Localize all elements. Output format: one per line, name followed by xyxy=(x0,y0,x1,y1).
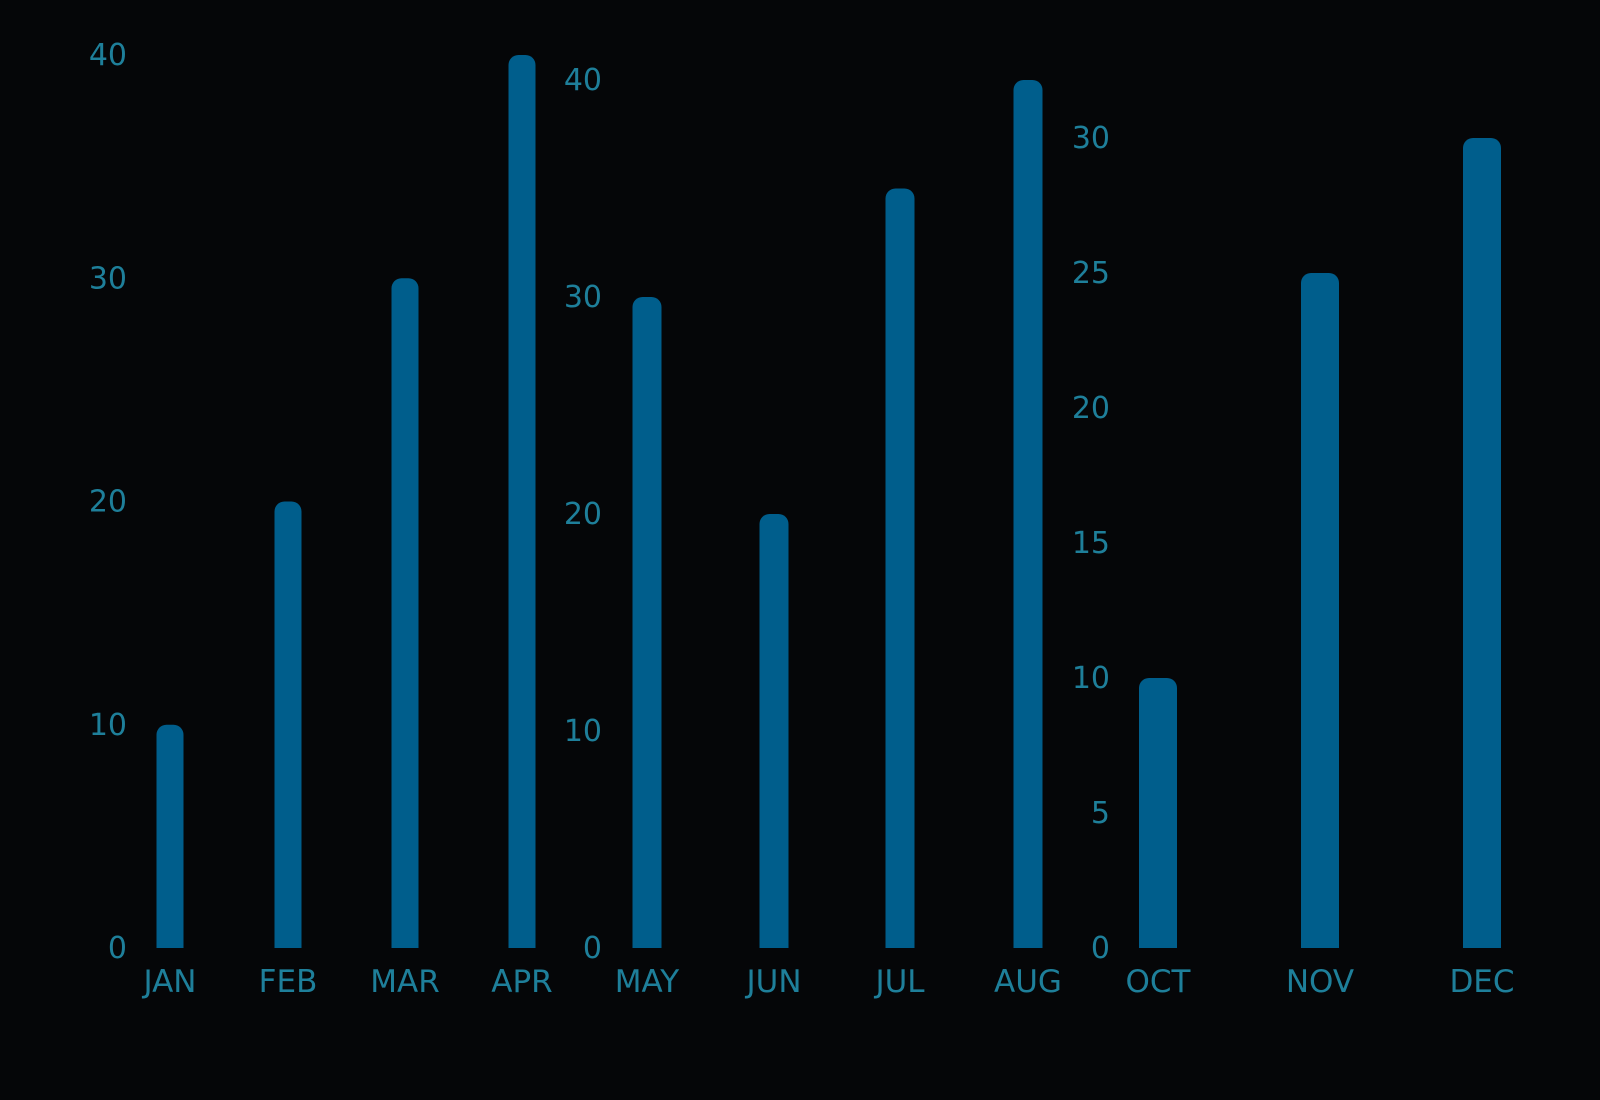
x-category-label: FEB xyxy=(259,964,318,1000)
x-category-label: JUL xyxy=(873,964,925,1000)
bar-oct[interactable] xyxy=(1139,678,1177,948)
y-tick-label: 20 xyxy=(89,485,127,520)
x-category-label: OCT xyxy=(1126,964,1192,1000)
x-category-label: MAR xyxy=(370,964,440,1000)
x-category-label: JAN xyxy=(142,964,197,1000)
bar-jun[interactable] xyxy=(759,514,789,948)
y-tick-label: 10 xyxy=(564,714,602,749)
bar-may[interactable] xyxy=(632,297,662,948)
y-tick-label: 40 xyxy=(89,38,127,73)
y-tick-label: 20 xyxy=(1072,391,1110,426)
bar-base-jun xyxy=(759,936,789,948)
bar-nov[interactable] xyxy=(1301,273,1339,948)
bar-jan[interactable] xyxy=(156,724,184,948)
y-tick-label: 0 xyxy=(108,931,127,966)
bar-mar[interactable] xyxy=(391,278,419,948)
y-tick-label: 30 xyxy=(1072,121,1110,156)
x-category-label: MAY xyxy=(615,964,680,1000)
bar-base-nov xyxy=(1301,936,1339,948)
y-tick-label: 40 xyxy=(564,63,602,98)
chart-panel-2: 0 10 20 30 40 MAY JUN JUL AUG xyxy=(564,63,1062,1000)
bar-base-dec xyxy=(1463,936,1501,948)
bar-base-oct xyxy=(1139,936,1177,948)
x-category-label: JUN xyxy=(744,964,801,1000)
x-category-label: NOV xyxy=(1286,964,1354,1000)
y-tick-label: 25 xyxy=(1072,256,1110,291)
bar-base-jul xyxy=(885,936,915,948)
chart-panel-3: 0 5 10 15 20 25 30 OCT NOV DEC xyxy=(1072,121,1515,1000)
bar-base-feb xyxy=(274,936,302,948)
y-tick-label: 5 xyxy=(1091,796,1110,831)
y-tick-label: 15 xyxy=(1072,526,1110,561)
bar-base-apr xyxy=(508,936,536,948)
y-tick-label: 10 xyxy=(89,708,127,743)
y-tick-label: 30 xyxy=(89,261,127,296)
x-category-label: AUG xyxy=(994,964,1062,1000)
bar-apr[interactable] xyxy=(508,55,536,948)
bar-jul[interactable] xyxy=(885,188,915,949)
y-tick-label: 0 xyxy=(583,931,602,966)
x-category-label: APR xyxy=(491,964,552,1000)
y-tick-label: 0 xyxy=(1091,931,1110,966)
bar-base-jan xyxy=(156,936,184,948)
x-category-label: DEC xyxy=(1449,964,1514,1000)
bar-base-aug xyxy=(1013,936,1043,948)
bar-dec[interactable] xyxy=(1463,138,1501,948)
bar-aug[interactable] xyxy=(1013,80,1043,948)
chart-panel-1: 0 10 20 30 40 JAN FEB MAR APR xyxy=(89,38,553,1000)
bar-base-may xyxy=(632,936,662,948)
y-tick-label: 30 xyxy=(564,280,602,315)
bar-feb[interactable] xyxy=(274,501,302,949)
bar-base-mar xyxy=(391,936,419,948)
y-tick-label: 20 xyxy=(564,497,602,532)
y-tick-label: 10 xyxy=(1072,661,1110,696)
